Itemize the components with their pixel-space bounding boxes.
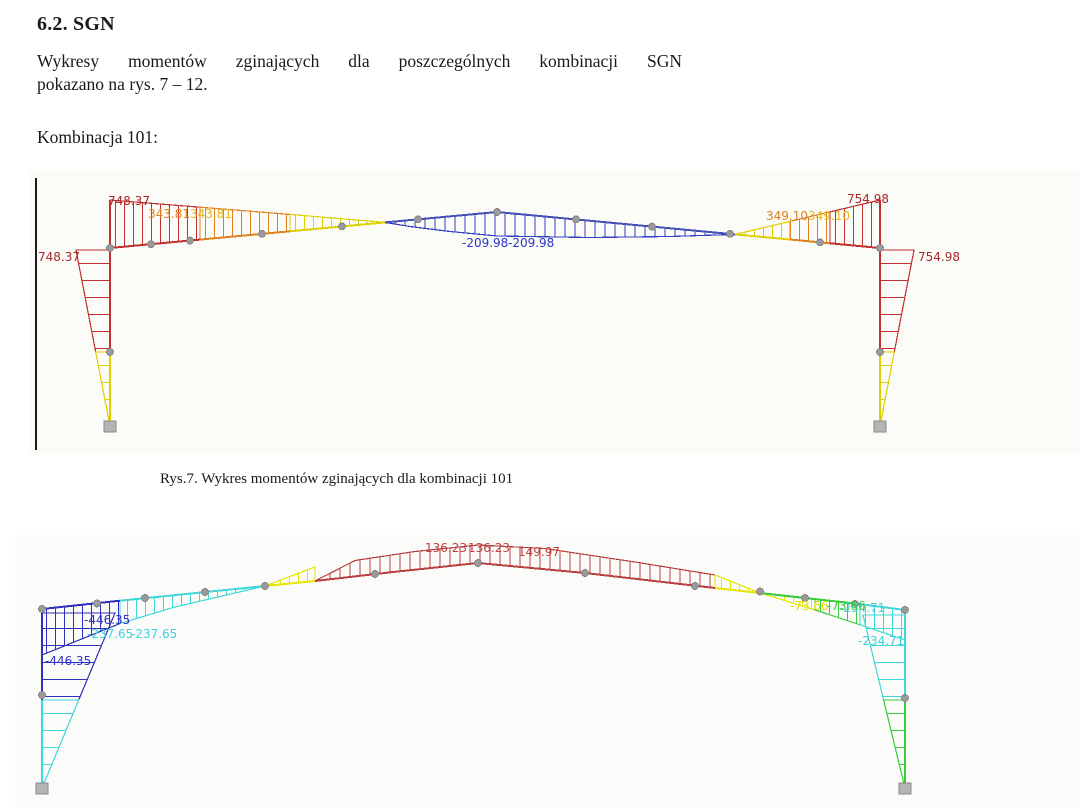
label-left-column-top: 748.37 bbox=[108, 194, 150, 208]
supports bbox=[35, 782, 912, 795]
figure-7-moment-diagram: 748.37 343.81 343.81 748.37 -209.98 -209… bbox=[30, 170, 1080, 454]
label-right-rafter-2: -73.66 bbox=[827, 599, 866, 613]
right-support bbox=[898, 782, 912, 795]
label-right-column-side: 754.98 bbox=[918, 250, 960, 264]
node-dots bbox=[38, 559, 909, 702]
label-midspan-2: -209.98 bbox=[508, 236, 554, 250]
figure-8-moment-diagram: -446.35 -237.65 -237.65 -446.35 136.23 1… bbox=[15, 535, 1080, 808]
moment-value-labels: 748.37 343.81 343.81 748.37 -209.98 -209… bbox=[38, 192, 960, 264]
section-heading: 6.2. SGN bbox=[37, 13, 115, 35]
label-left-eave: -446.35 bbox=[84, 613, 130, 627]
label-midspan-1: -209.98 bbox=[462, 236, 508, 250]
moment-value-labels: -446.35 -237.65 -237.65 -446.35 136.23 1… bbox=[45, 541, 904, 668]
left-support bbox=[103, 420, 117, 433]
label-left-rafter-1: -237.65 bbox=[87, 627, 133, 641]
label-left-rafter-1: 343.81 bbox=[148, 207, 190, 221]
label-right-eave: -234.71 bbox=[839, 601, 885, 615]
supports bbox=[103, 420, 887, 433]
label-left-column: -446.35 bbox=[45, 654, 91, 668]
label-apex-1: 136.23 bbox=[425, 541, 467, 555]
label-right-rafter-1: 349.10 bbox=[766, 209, 808, 223]
paragraph-line-1: Wykresy momentów zginających dla poszcze… bbox=[37, 51, 682, 71]
figure-7-caption: Rys.7. Wykres momentów zginających dla k… bbox=[160, 471, 514, 487]
label-left-column-side: 748.37 bbox=[38, 250, 80, 264]
figure-background bbox=[15, 535, 1080, 808]
label-left-rafter-2: 343.81 bbox=[190, 207, 232, 221]
combination-label: Kombinacja 101: bbox=[37, 127, 159, 147]
paragraph-line-2: pokazano na rys. 7 – 12. bbox=[37, 74, 208, 94]
right-support bbox=[873, 420, 887, 433]
left-support bbox=[35, 782, 49, 795]
label-apex-3: 149.97 bbox=[518, 545, 560, 559]
label-right-column-top: 754.98 bbox=[847, 192, 889, 206]
label-left-rafter-2: -237.65 bbox=[131, 627, 177, 641]
label-right-column: -234.71 bbox=[858, 634, 904, 648]
label-right-rafter-1: -73.66 bbox=[790, 599, 829, 613]
node-dots bbox=[106, 208, 884, 356]
label-right-rafter-2: 349.10 bbox=[808, 209, 850, 223]
label-apex-2: 136.23 bbox=[468, 541, 510, 555]
intro-paragraph: Wykresy momentów zginających dla poszcze… bbox=[37, 50, 682, 96]
